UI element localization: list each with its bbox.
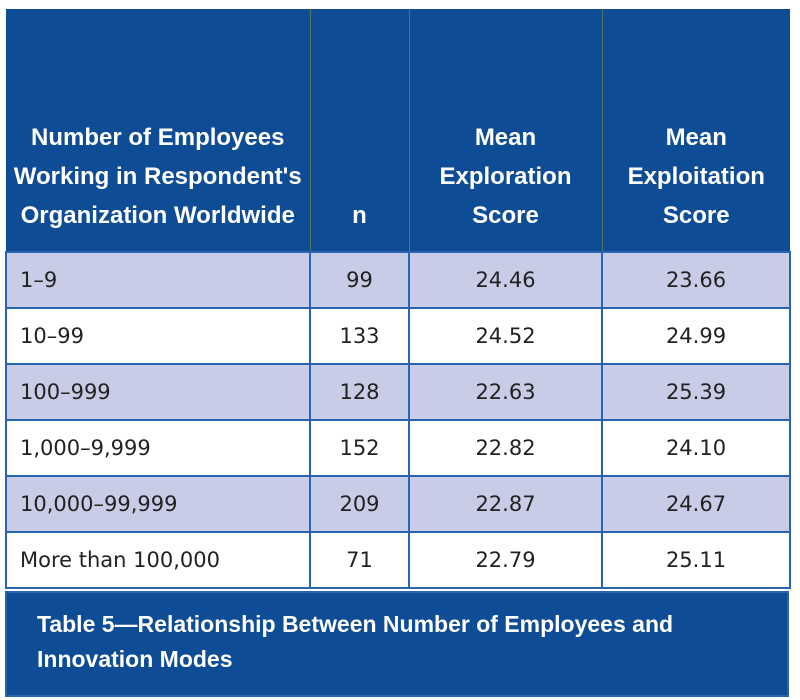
cell-n: 71	[309, 531, 410, 589]
cell-size: 1–9	[5, 251, 311, 309]
cell-size: 10,000–99,999	[5, 475, 311, 533]
cell-exploitation: 24.10	[601, 419, 791, 477]
table-figure: Number of Employees Working in Responden…	[5, 9, 791, 697]
employees-innovation-table: Number of Employees Working in Responden…	[5, 9, 791, 589]
cell-n: 128	[309, 363, 410, 421]
cell-exploitation: 24.99	[601, 307, 791, 365]
cell-exploration: 22.87	[408, 475, 603, 533]
header-n: n	[309, 9, 409, 252]
table-row: 10,000–99,999 209 22.87 24.67	[5, 475, 791, 533]
cell-size: 10–99	[5, 307, 311, 365]
cell-exploitation: 24.67	[601, 475, 791, 533]
cell-exploration: 24.46	[408, 251, 603, 309]
header-mean-exploitation: Mean Exploitation Score	[601, 9, 790, 252]
cell-exploration: 22.82	[408, 419, 603, 477]
table-caption: Table 5—Relationship Between Number of E…	[5, 591, 789, 697]
cell-n: 99	[309, 251, 410, 309]
cell-size: 1,000–9,999	[5, 419, 311, 477]
table-row: 1,000–9,999 152 22.82 24.10	[5, 419, 791, 477]
cell-n: 152	[309, 419, 410, 477]
cell-size: 100–999	[5, 363, 311, 421]
cell-exploration: 24.52	[408, 307, 603, 365]
table-row: 10–99 133 24.52 24.99	[5, 307, 791, 365]
cell-exploitation: 23.66	[601, 251, 791, 309]
cell-size: More than 100,000	[5, 531, 311, 589]
cell-exploration: 22.79	[408, 531, 603, 589]
header-row: Number of Employees Working in Responden…	[6, 9, 790, 252]
cell-n: 209	[309, 475, 410, 533]
cell-exploitation: 25.39	[601, 363, 791, 421]
header-mean-exploration: Mean Exploration Score	[408, 9, 602, 252]
table-row: More than 100,000 71 22.79 25.11	[5, 531, 791, 589]
header-employee-count: Number of Employees Working in Responden…	[6, 9, 310, 252]
cell-exploitation: 25.11	[601, 531, 791, 589]
cell-exploration: 22.63	[408, 363, 603, 421]
cell-n: 133	[309, 307, 410, 365]
table-row: 1–9 99 24.46 23.66	[5, 251, 791, 309]
table-row: 100–999 128 22.63 25.39	[5, 363, 791, 421]
